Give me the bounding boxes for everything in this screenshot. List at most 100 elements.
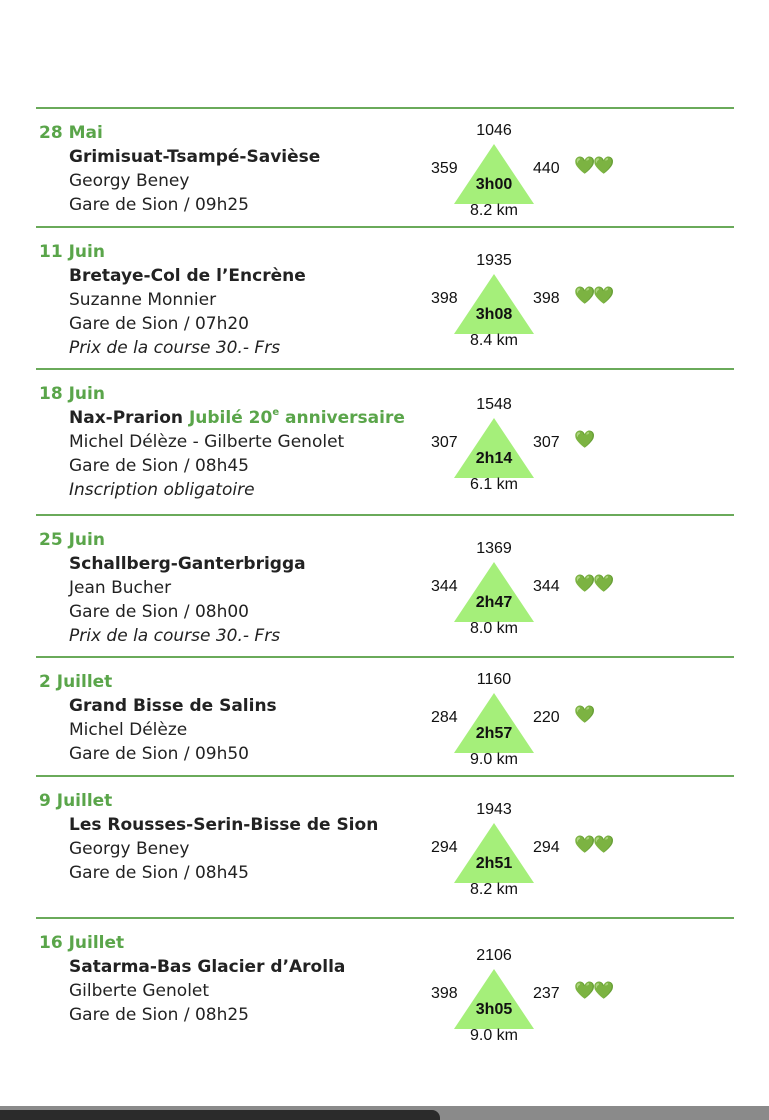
elevation-profile: 1935 398 398 3h08 8.4 km: [426, 252, 562, 349]
descent: 307: [533, 434, 560, 451]
peak-altitude: 1369: [476, 540, 512, 557]
descent: 440: [533, 159, 560, 177]
hike-meeting: Gare de Sion / 07h20: [69, 314, 249, 334]
descent: 294: [533, 839, 560, 856]
duration: 3h05: [475, 1001, 513, 1018]
hike-note: Prix de la course 30.- Frs: [69, 626, 281, 646]
hike-meeting: Gare de Sion / 08h45: [69, 456, 249, 476]
elevation-profile: 1548 307 307 2h14 6.1 km: [426, 396, 562, 493]
descent: 237: [533, 985, 560, 1002]
hike-info: 2 Juillet Grand Bisse de Salins Michel D…: [39, 670, 277, 766]
green-heart-icon: 💚: [574, 430, 595, 450]
extra-rest: anniversaire: [279, 408, 405, 428]
duration: 2h51: [475, 855, 513, 872]
mountain-triangle-icon: [454, 562, 534, 622]
duration: 2h57: [475, 724, 513, 742]
hike-info: 9 Juillet Les Rousses-Serin-Bisse de Sio…: [39, 789, 378, 885]
duration: 2h47: [475, 594, 513, 611]
hike-meeting: Gare de Sion / 09h50: [69, 744, 249, 764]
hike-title: Schallberg-Ganterbrigga: [39, 552, 306, 576]
distance: 8.0 km: [469, 620, 518, 637]
distance: 6.1 km: [469, 476, 518, 493]
green-heart-icon: 💚💚: [574, 835, 614, 855]
descent: 344: [533, 578, 560, 595]
elevation-profile: 1046 359 440 3h00 8.2 km: [426, 121, 562, 219]
hike-leader: Gilberte Genolet: [69, 981, 210, 1001]
hike-leader: Georgy Beney: [69, 171, 190, 191]
hike-row: 11 Juin Bretaye-Col de l’Encrène Suzanne…: [36, 226, 734, 368]
peak-altitude: 1548: [476, 396, 512, 413]
taskbar: [0, 1110, 440, 1120]
duration: 3h00: [475, 175, 513, 193]
hike-title-text: Schallberg-Ganterbrigga: [69, 554, 306, 574]
hike-title-text: Grimisuat-Tsampé-Savièse: [69, 147, 321, 167]
hike-title: Les Rousses-Serin-Bisse de Sion: [39, 813, 378, 837]
descent: 398: [533, 290, 560, 307]
distance: 8.2 km: [469, 201, 518, 219]
hike-title-text: Grand Bisse de Salins: [69, 696, 277, 716]
elevation-profile: 1943 294 294 2h51 8.2 km: [426, 801, 562, 898]
hike-list: 28 Mai Grimisuat-Tsampé-Savièse Georgy B…: [36, 107, 734, 1067]
ascent: 344: [431, 578, 458, 595]
green-heart-icon: 💚💚: [574, 574, 614, 594]
extra-sup: e: [272, 407, 280, 418]
green-heart-icon: 💚💚: [574, 155, 614, 176]
hike-meeting: Gare de Sion / 09h25: [69, 195, 249, 215]
hike-title: Grand Bisse de Salins: [39, 694, 277, 718]
hike-date: 28 Mai: [39, 123, 103, 143]
green-heart-icon: 💚💚: [574, 286, 614, 306]
hike-leader: Michel Délèze - Gilberte Genolet: [69, 432, 345, 452]
hike-date: 2 Juillet: [39, 672, 113, 692]
hike-meeting: Gare de Sion / 08h45: [69, 863, 249, 883]
hike-date: 25 Juin: [39, 530, 105, 550]
hike-row: 9 Juillet Les Rousses-Serin-Bisse de Sio…: [36, 775, 734, 917]
ascent: 398: [431, 985, 458, 1002]
duration: 3h08: [475, 306, 513, 323]
ascent: 398: [431, 290, 458, 307]
hike-note: Inscription obligatoire: [69, 480, 255, 500]
peak-altitude: 2106: [476, 947, 512, 964]
hike-date: 11 Juin: [39, 242, 105, 262]
hike-title: Bretaye-Col de l’Encrène: [39, 264, 306, 288]
mountain-triangle-icon: [454, 969, 534, 1029]
ascent: 294: [431, 839, 458, 856]
hike-leader: Michel Délèze: [69, 720, 188, 740]
hike-row: 2 Juillet Grand Bisse de Salins Michel D…: [36, 656, 734, 775]
hike-title-text: Bretaye-Col de l’Encrène: [69, 266, 306, 286]
elevation-profile: 2106 398 237 3h05 9.0 km: [426, 947, 562, 1044]
distance: 9.0 km: [469, 1027, 518, 1044]
hike-leader: Georgy Beney: [69, 839, 190, 859]
hike-info: 28 Mai Grimisuat-Tsampé-Savièse Georgy B…: [39, 121, 320, 217]
hike-info: 18 Juin Nax-Prarion Jubilé 20e anniversa…: [39, 382, 405, 502]
distance: 8.4 km: [469, 332, 518, 349]
ascent: 284: [431, 708, 458, 726]
mountain-triangle-icon: [454, 692, 534, 753]
hike-title-extra: Jubilé 20e anniversaire: [188, 407, 405, 428]
extra-text: Jubilé 20: [188, 408, 273, 428]
hike-meeting: Gare de Sion / 08h00: [69, 602, 249, 622]
hike-title-text: Les Rousses-Serin-Bisse de Sion: [69, 815, 379, 835]
elevation-profile: 1369 344 344 2h47 8.0 km: [426, 540, 562, 637]
hike-title-text: Satarma-Bas Glacier d’Arolla: [69, 957, 346, 977]
hike-date: 16 Juillet: [39, 933, 125, 953]
peak-altitude: 1046: [476, 121, 512, 139]
green-heart-icon: 💚: [574, 704, 595, 725]
green-heart-icon: 💚💚: [574, 981, 614, 1001]
mountain-triangle-icon: [454, 274, 534, 334]
hike-info: 11 Juin Bretaye-Col de l’Encrène Suzanne…: [39, 240, 306, 360]
hike-title-text: Nax-Prarion: [69, 408, 189, 428]
hike-title: Grimisuat-Tsampé-Savièse: [39, 145, 320, 169]
ascent: 307: [431, 434, 458, 451]
distance: 8.2 km: [469, 881, 518, 898]
duration: 2h14: [475, 450, 513, 467]
peak-altitude: 1160: [476, 670, 512, 688]
hike-row: 18 Juin Nax-Prarion Jubilé 20e anniversa…: [36, 368, 734, 514]
hike-row: 25 Juin Schallberg-Ganterbrigga Jean Buc…: [36, 514, 734, 656]
dock-bar: [0, 1106, 769, 1120]
mountain-triangle-icon: [454, 418, 534, 478]
distance: 9.0 km: [469, 750, 518, 768]
hike-info: 16 Juillet Satarma-Bas Glacier d’Arolla …: [39, 931, 345, 1027]
hike-info: 25 Juin Schallberg-Ganterbrigga Jean Buc…: [39, 528, 306, 648]
hike-row: 16 Juillet Satarma-Bas Glacier d’Arolla …: [36, 917, 734, 1067]
hike-leader: Jean Bucher: [69, 578, 172, 598]
